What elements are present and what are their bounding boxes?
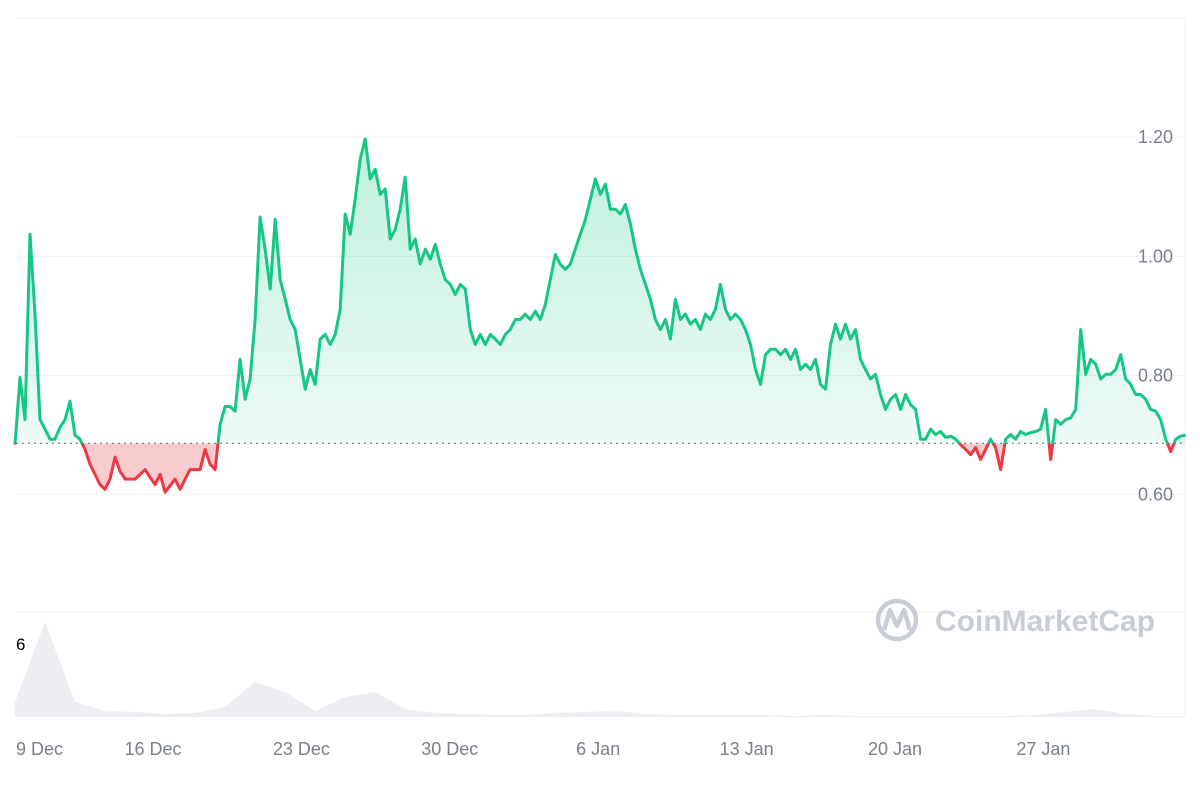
y-tick-label: 1.00 (1138, 246, 1173, 266)
price-line-down (13, 443, 1176, 494)
y-tick-label: 1.20 (1138, 127, 1173, 147)
x-tick-label: 27 Jan (1016, 739, 1070, 759)
price-line-up (13, 137, 1187, 444)
price-area-up (15, 138, 1186, 444)
y-tick-label: 0.60 (1138, 485, 1173, 505)
x-tick-label: 23 Dec (273, 739, 330, 759)
x-tick-label: 30 Dec (421, 739, 478, 759)
x-tick-label: 16 Dec (124, 739, 181, 759)
x-tick-label: 9 Dec (16, 739, 63, 759)
x-tick-label: 13 Jan (720, 739, 774, 759)
price-area-down (15, 443, 1175, 493)
x-tick-label: 20 Jan (868, 739, 922, 759)
volume-axis-label: 6 (16, 635, 25, 654)
x-tick-label: 6 Jan (576, 739, 620, 759)
coinmarketcap-watermark: CoinMarketCap (875, 598, 1155, 642)
y-tick-label: 0.80 (1138, 365, 1173, 385)
watermark-text: CoinMarketCap (935, 605, 1155, 638)
